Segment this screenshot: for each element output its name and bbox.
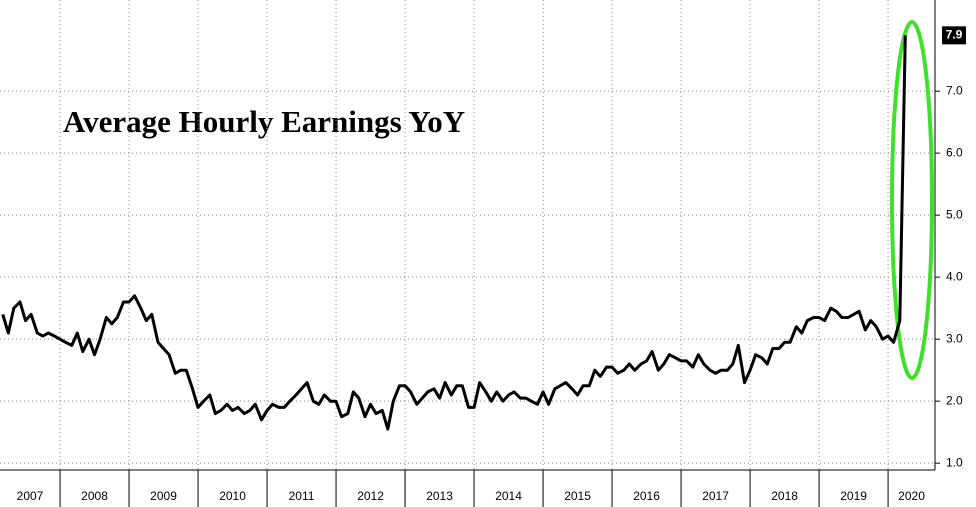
- x-tick-label: 2017: [702, 489, 729, 503]
- x-tick-label: 2009: [150, 489, 177, 503]
- y-tick-label: 4.0: [946, 269, 963, 283]
- y-tick-label: 1.0: [946, 455, 963, 469]
- data-line: [1, 35, 907, 431]
- highlight-ellipse: [890, 20, 934, 380]
- x-tick-label: 2015: [564, 489, 591, 503]
- last-value-label: 7.9: [946, 28, 963, 42]
- x-tick-label: 2013: [426, 489, 453, 503]
- y-tick-label: 7.0: [946, 83, 963, 97]
- y-tick-label: 3.0: [946, 331, 963, 345]
- y-tick-label: 5.0: [946, 207, 963, 221]
- x-tick-label: 2019: [840, 489, 867, 503]
- x-tick-label: 2007: [17, 489, 44, 503]
- x-tick-label: 2008: [81, 489, 108, 503]
- x-tick-label: 2020: [898, 489, 925, 503]
- chart-title: Average Hourly Earnings YoY: [63, 104, 465, 139]
- x-tick-label: 2011: [289, 489, 315, 503]
- x-tick-label: 2012: [357, 489, 384, 503]
- x-tick-label: 2018: [771, 489, 798, 503]
- y-tick-label: 6.0: [946, 145, 963, 159]
- x-tick-label: 2016: [633, 489, 660, 503]
- last-value-box: [942, 26, 966, 45]
- y-tick-label: 2.0: [946, 393, 963, 407]
- x-tick-label: 2014: [495, 489, 522, 503]
- x-tick-label: 2010: [219, 489, 246, 503]
